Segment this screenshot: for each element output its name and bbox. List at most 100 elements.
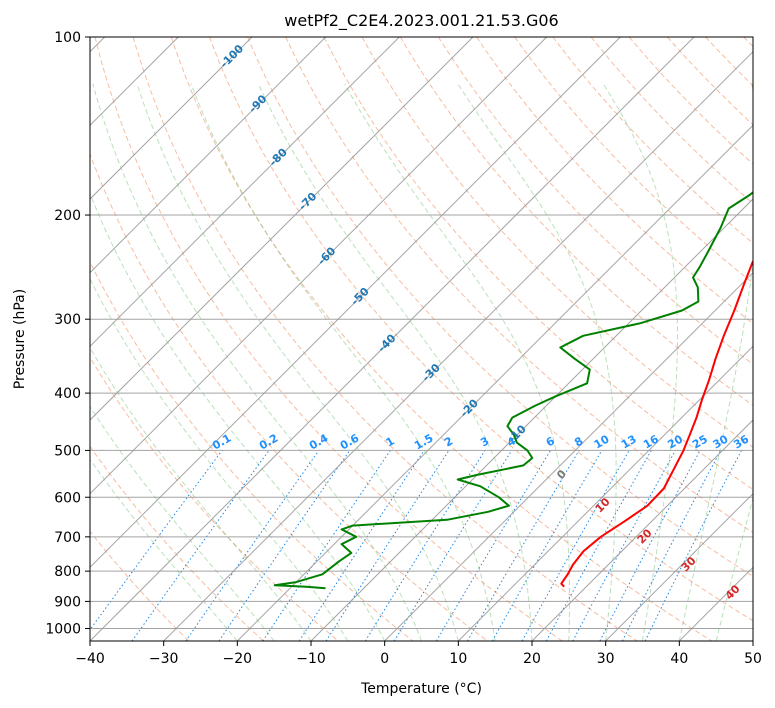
x-tick-label: 50 <box>744 651 762 667</box>
dry-adiabat-line <box>285 37 753 534</box>
dry-adiabat-line <box>209 37 753 622</box>
x-tick-label: −30 <box>149 651 179 667</box>
mixing-ratio-label: 3 <box>478 434 491 449</box>
mixing-ratio-line <box>90 450 223 631</box>
mixing-ratio-label: 1.5 <box>412 431 435 452</box>
mixing-ratio-line <box>521 450 630 641</box>
dry-adiabat-line <box>247 37 753 577</box>
isotherm-line <box>90 37 548 495</box>
x-tick-label: 40 <box>670 651 688 667</box>
mixing-ratio-label: 25 <box>690 433 710 452</box>
dewpoint-profile-line <box>273 191 753 590</box>
dry-adiabat-line <box>552 37 753 244</box>
dry-adiabat-line <box>437 37 753 365</box>
mixing-ratio-line <box>599 450 701 641</box>
y-tick-label: 700 <box>54 530 81 546</box>
dry-adiabat-line <box>94 37 563 641</box>
moist-adiabat-line <box>678 83 753 641</box>
isotherm-line <box>678 566 753 641</box>
x-tick-label: −10 <box>296 651 326 667</box>
y-tick-label: 800 <box>54 564 81 580</box>
mixing-ratio-label: 20 <box>665 432 685 451</box>
mixing-ratio-label: 36 <box>731 432 751 451</box>
dry-adiabat-line <box>90 356 339 641</box>
y-tick-label: 300 <box>54 312 81 328</box>
dry-adiabat-line <box>323 37 753 491</box>
temperature-profile-line <box>560 259 753 588</box>
x-tick-label: 30 <box>597 651 615 667</box>
mixing-ratio-line <box>298 450 425 641</box>
isotherm-line <box>90 37 400 348</box>
moist-adiabat-label: 20 <box>635 526 655 546</box>
dry-adiabat-line <box>590 37 753 205</box>
y-tick-label: 600 <box>54 490 81 506</box>
mixing-ratio-line <box>218 450 351 641</box>
moist-adiabat-line <box>457 83 617 641</box>
isotherm-line <box>163 50 753 641</box>
moist-adiabat-line <box>92 83 422 641</box>
isotherm-line <box>90 37 695 641</box>
dry-adiabat-line <box>399 37 753 407</box>
moist-adiabat-line <box>136 83 459 641</box>
mixing-ratio-line <box>393 450 513 641</box>
moist-adiabat-line <box>752 639 753 641</box>
dry-adiabat-line <box>705 37 753 87</box>
moist-adiabat-line <box>602 83 678 641</box>
x-tick-label: 10 <box>449 651 467 667</box>
mixing-ratio-label: 0.4 <box>307 431 331 452</box>
moist-adiabat-line <box>90 277 349 641</box>
x-tick-label: −40 <box>75 651 105 667</box>
y-tick-label: 100 <box>54 30 81 46</box>
isotherm-line <box>457 345 753 641</box>
mixing-ratio-label: 2 <box>442 434 455 449</box>
isotherm-line <box>90 37 327 274</box>
dry-adiabat-line <box>667 37 753 126</box>
mixing-ratio-label: 0.1 <box>210 431 233 452</box>
dry-adiabat-line <box>90 530 190 641</box>
mixing-ratio-label: 10 <box>592 432 612 451</box>
isotherm-line <box>605 492 753 641</box>
mixing-ratio-label: 30 <box>711 432 731 451</box>
moist-adiabat-line <box>344 83 570 641</box>
x-tick-label: −20 <box>223 651 253 667</box>
x-tick-label: 0 <box>380 651 389 667</box>
mixing-ratio-label: 16 <box>641 432 661 451</box>
isotherm-line <box>384 271 753 641</box>
y-tick-label: 400 <box>54 386 81 402</box>
y-tick-label: 200 <box>54 208 81 224</box>
chart-title: wetPf2_C2E4.2023.001.21.53.G06 <box>284 11 558 31</box>
dry-adiabat-line <box>90 152 488 641</box>
moist-adiabat-label: 40 <box>723 582 743 602</box>
isotherm-line <box>90 37 253 200</box>
isotherm-line <box>752 640 753 641</box>
dry-adiabat-line <box>90 260 414 641</box>
dry-adiabat-line <box>90 445 264 641</box>
dry-adiabat-line <box>170 37 712 641</box>
mixing-ratio-line <box>325 450 450 641</box>
mixing-ratio-line <box>644 450 742 641</box>
x-axis-label: Temperature (°C) <box>360 681 482 697</box>
moist-adiabat-line <box>90 346 312 641</box>
mixing-ratio-line <box>262 450 391 641</box>
isotherm-line <box>90 37 621 569</box>
isotherm-line <box>236 124 753 641</box>
isotherm-line <box>90 37 474 421</box>
y-tick-label: 500 <box>54 443 81 459</box>
moist-adiabat-line <box>90 405 275 641</box>
y-tick-label: 900 <box>54 594 81 610</box>
moist-adiabat-line <box>257 83 533 641</box>
moist-adiabat-label: 10 <box>593 495 613 515</box>
moist-adiabat-line <box>715 496 753 641</box>
mixing-ratio-line <box>621 450 722 641</box>
moist-adiabat-label: 0 <box>554 467 569 482</box>
y-axis-label: Pressure (hPa) <box>12 289 28 389</box>
moist-adiabat-line <box>190 83 496 641</box>
moist-adiabat-line <box>90 458 238 641</box>
mixing-ratio-line <box>572 450 676 641</box>
mixing-ratio-label: 1 <box>384 434 397 449</box>
plot-frame <box>89 36 754 642</box>
dry-adiabat-line <box>514 37 753 284</box>
moist-adiabat-line <box>90 192 386 641</box>
dry-adiabat-line <box>628 37 753 165</box>
